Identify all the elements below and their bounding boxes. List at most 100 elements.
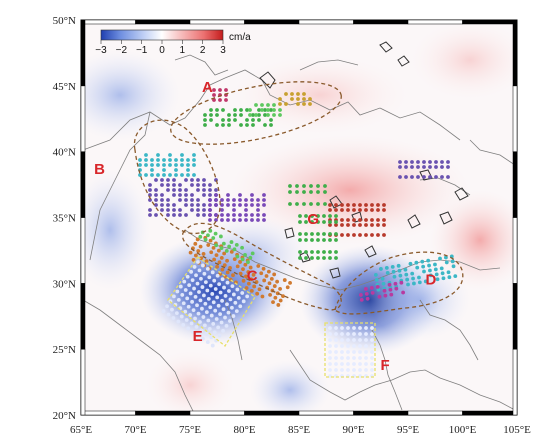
station-dot [346, 326, 350, 330]
station-dot [201, 293, 206, 298]
station-dot [190, 193, 194, 197]
station-dot [190, 208, 194, 212]
station-dot [358, 223, 362, 227]
station-dot [168, 158, 172, 162]
station-dot [322, 238, 326, 242]
station-dot [216, 303, 221, 308]
station-dot [340, 233, 344, 237]
station-dot [404, 165, 408, 169]
station-dot [410, 175, 414, 179]
station-dot [302, 184, 306, 188]
station-dot [385, 270, 390, 275]
station-dot [302, 102, 306, 106]
station-dot [238, 193, 242, 197]
station-dot [438, 256, 442, 261]
station-dot [166, 188, 170, 192]
station-dot [182, 279, 187, 284]
station-dot [174, 173, 178, 177]
station-dot [340, 350, 344, 354]
station-dot [244, 274, 248, 279]
station-dot [446, 175, 450, 179]
station-dot [233, 118, 237, 122]
station-dot [138, 173, 142, 177]
station-dot [404, 160, 408, 164]
region-label-d: D [425, 271, 436, 288]
region-label-c: C [247, 267, 258, 284]
station-dot [352, 233, 356, 237]
station-dot [340, 356, 344, 360]
station-dot [376, 223, 380, 227]
station-dot [195, 237, 200, 242]
station-dot [375, 284, 380, 289]
station-dot [220, 277, 225, 282]
station-dot [450, 259, 455, 264]
station-dot [184, 318, 189, 322]
station-dot [196, 208, 200, 212]
station-dot [422, 165, 426, 169]
station-dot [220, 198, 224, 202]
station-dot [168, 153, 172, 157]
station-dot [208, 238, 213, 243]
station-dot [346, 208, 350, 212]
station-dot [202, 213, 206, 217]
station-dot [178, 213, 182, 217]
station-dot [302, 190, 306, 194]
station-dot [218, 234, 223, 239]
station-dot [178, 193, 182, 197]
station-dot [370, 350, 374, 354]
station-dot [322, 256, 326, 260]
station-dot [202, 183, 206, 187]
station-dot [352, 203, 356, 207]
station-dot [370, 344, 374, 348]
frame-segment [189, 410, 245, 416]
station-dot [250, 203, 254, 207]
station-dot [328, 374, 332, 378]
station-dot [174, 168, 178, 172]
station-dot [190, 183, 194, 187]
station-dot [232, 247, 237, 252]
station-dot [403, 267, 408, 272]
lon-label: 85°E [288, 424, 310, 436]
station-dot [188, 250, 193, 255]
station-dot [278, 108, 282, 112]
station-dot [160, 178, 164, 182]
station-dot [230, 305, 234, 310]
station-dot [150, 168, 154, 172]
station-dot [185, 296, 190, 301]
lon-label: 65°E [70, 424, 92, 436]
station-dot [186, 326, 191, 331]
station-dot [309, 184, 313, 188]
station-dot [288, 184, 292, 188]
station-dot [352, 326, 356, 330]
station-dot [364, 338, 368, 342]
station-dot [224, 98, 228, 102]
station-dot [195, 303, 199, 308]
station-dot [201, 315, 206, 319]
station-dot [208, 283, 213, 288]
station-dot [411, 276, 415, 281]
station-dot [358, 368, 362, 372]
station-dot [184, 193, 188, 197]
frame-segment [512, 85, 518, 152]
station-dot [346, 344, 350, 348]
station-dot [246, 260, 250, 265]
station-dot [260, 294, 265, 299]
station-dot [208, 203, 212, 207]
station-dot [225, 280, 230, 285]
station-dot [188, 313, 193, 317]
station-dot [160, 183, 164, 187]
station-dot [190, 198, 194, 202]
station-dot [346, 350, 350, 354]
station-dot [199, 256, 204, 261]
station-dot [221, 241, 226, 246]
station-dot [256, 208, 260, 212]
station-dot [328, 232, 332, 236]
station-dot [186, 173, 190, 177]
station-dot [382, 288, 387, 293]
station-dot [304, 256, 308, 260]
station-dot [266, 113, 270, 117]
station-dot [209, 108, 213, 112]
station-dot [185, 274, 190, 279]
station-dot [276, 303, 281, 307]
station-dot [382, 233, 386, 237]
